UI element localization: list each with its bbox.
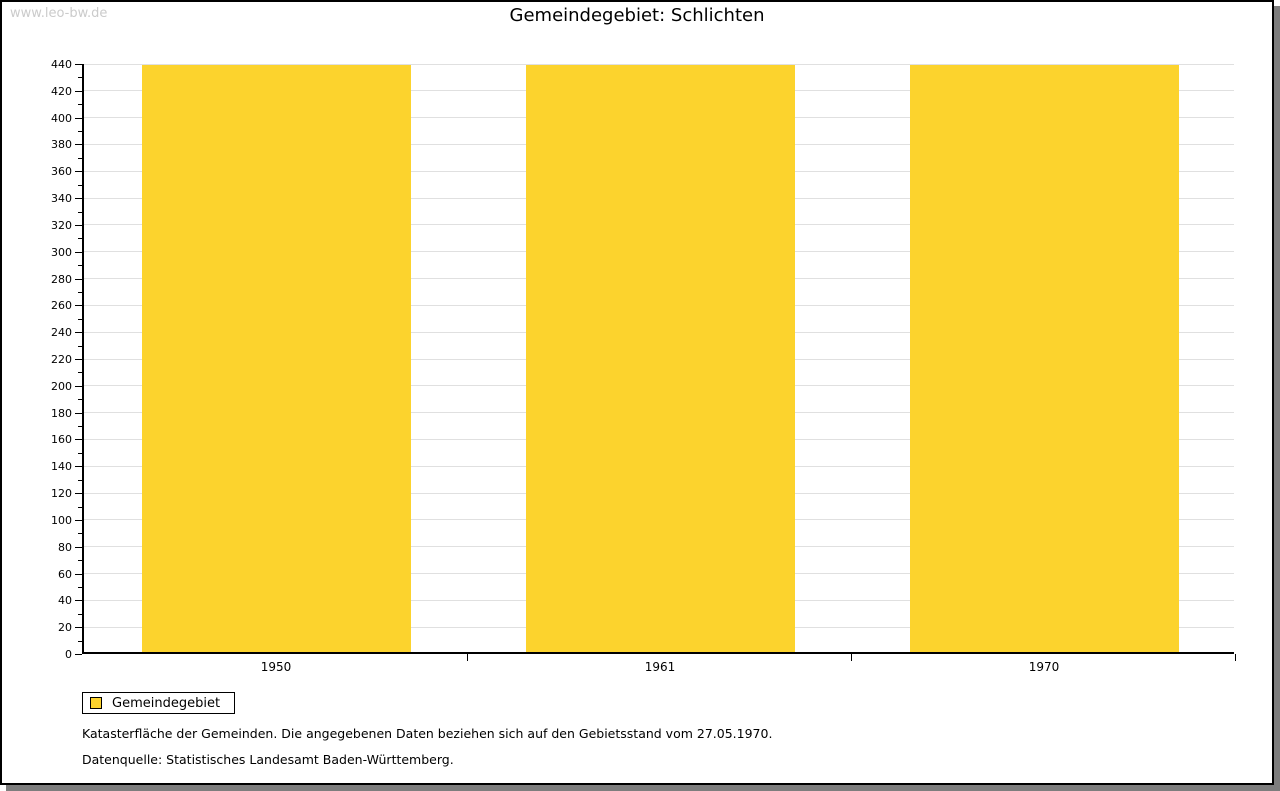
- y-axis-major-tick: [75, 278, 82, 280]
- y-axis-tick-label: 60: [58, 567, 72, 581]
- y-axis-tick-label: 260: [51, 299, 72, 313]
- y-axis-tick-label: 400: [51, 111, 72, 125]
- y-axis-minor-tick: [78, 479, 82, 481]
- y-axis-minor-tick: [78, 533, 82, 535]
- y-axis-tick-label: 360: [51, 165, 72, 179]
- y-axis-minor-tick: [78, 586, 82, 588]
- y-axis-minor-tick: [78, 265, 82, 267]
- y-axis-major-tick: [75, 64, 82, 65]
- x-axis-boundary-tick: [1235, 654, 1236, 661]
- y-axis-minor-tick: [78, 104, 82, 106]
- y-axis-major-tick: [75, 493, 82, 495]
- y-axis-tick-label: 200: [51, 379, 72, 393]
- y-axis-minor-tick: [78, 318, 82, 320]
- y-axis-major-tick: [75, 359, 82, 360]
- y-axis-major-tick: [75, 90, 82, 92]
- y-axis-tick-label: 180: [51, 406, 72, 420]
- y-axis-major-tick: [75, 412, 82, 414]
- y-axis-major-tick: [75, 385, 82, 387]
- y-axis-minor-tick: [78, 506, 82, 508]
- y-axis-minor-tick: [78, 157, 82, 159]
- y-axis-tick-label: 80: [58, 540, 72, 554]
- y-axis-major-tick: [75, 573, 82, 575]
- watermark-text: www.leo-bw.de: [10, 6, 108, 21]
- y-axis-major-tick: [75, 439, 82, 441]
- y-axis-tick-label: 280: [51, 272, 72, 286]
- bar-1970: [909, 65, 1179, 652]
- legend-box: Gemeindegebiet: [82, 692, 236, 714]
- y-axis-major-tick: [75, 251, 82, 253]
- y-axis-major-tick: [75, 600, 82, 602]
- y-axis-major-tick: [75, 332, 82, 334]
- chart-title: Gemeindegebiet: Schlichten: [509, 5, 765, 26]
- y-axis-major-tick: [75, 198, 82, 200]
- bar-1961: [525, 65, 795, 652]
- y-axis-minor-tick: [78, 452, 82, 454]
- x-axis-tick-label: 1950: [260, 660, 292, 674]
- footnote-source-description: Katasterfläche der Gemeinden. Die angege…: [82, 726, 773, 741]
- y-axis-minor-tick: [78, 613, 82, 615]
- y-axis-minor-tick: [78, 399, 82, 401]
- gridline: [84, 63, 1234, 65]
- x-axis-boundary-tick: [467, 654, 468, 661]
- y-axis-minor-tick: [78, 77, 82, 79]
- y-axis-minor-tick: [78, 238, 82, 240]
- y-axis-major-tick: [75, 627, 82, 629]
- legend-swatch-icon: [90, 697, 102, 709]
- y-axis-major-tick: [75, 466, 82, 468]
- y-axis-tick-label: 440: [51, 58, 72, 71]
- footnote-data-source: Datenquelle: Statistisches Landesamt Bad…: [82, 752, 454, 767]
- bar-1950: [141, 65, 411, 652]
- y-axis-major-tick: [75, 171, 82, 173]
- y-axis-tick-label: 160: [51, 433, 72, 447]
- x-axis-tick-label: 1961: [644, 660, 676, 674]
- y-axis-tick-label: 340: [51, 192, 72, 206]
- y-axis-tick-label: 40: [58, 594, 72, 608]
- y-axis-major-tick: [75, 519, 82, 521]
- y-axis-tick-label: 380: [51, 138, 72, 152]
- y-axis-minor-tick: [78, 640, 82, 642]
- y-axis-tick-label: 300: [51, 245, 72, 259]
- y-axis-tick-label: 320: [51, 218, 72, 232]
- x-axis-boundary-tick: [851, 654, 852, 661]
- y-axis-minor-tick: [78, 211, 82, 213]
- y-axis-minor-tick: [78, 131, 82, 133]
- y-axis-minor-tick: [78, 184, 82, 186]
- y-axis-tick-label: 240: [51, 326, 72, 340]
- y-axis-major-tick: [75, 224, 82, 226]
- y-axis-minor-tick: [78, 345, 82, 347]
- y-axis-major-tick: [75, 546, 82, 548]
- y-axis-minor-tick: [78, 291, 82, 293]
- y-axis-minor-tick: [78, 560, 82, 562]
- y-axis-minor-tick: [78, 426, 82, 428]
- x-axis-tick-label: 1970: [1028, 660, 1060, 674]
- y-axis-major-tick: [75, 117, 82, 119]
- y-axis-tick-label: 120: [51, 487, 72, 501]
- y-axis-major-tick: [75, 654, 82, 655]
- y-axis-tick-label: 0: [65, 648, 72, 661]
- y-axis-major-tick: [75, 144, 82, 146]
- y-axis-tick-label: 420: [51, 84, 72, 98]
- y-axis-tick-label: 220: [51, 353, 72, 366]
- plot-area: 0 20 40 60 80 100 120 140 160 180 200 220 240 260 280 3…: [51, 58, 1236, 674]
- y-axis-major-tick: [75, 305, 82, 307]
- legend-label: Gemeindegebiet: [112, 695, 221, 711]
- y-axis-tick-label: 100: [51, 513, 72, 527]
- y-axis-tick-label: 140: [51, 460, 72, 474]
- y-axis-minor-tick: [78, 372, 82, 374]
- y-axis-tick-label: 20: [58, 621, 72, 635]
